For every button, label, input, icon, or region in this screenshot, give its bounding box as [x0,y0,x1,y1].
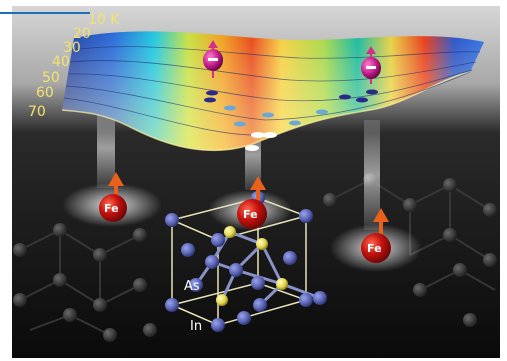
fe-label-center: Fe [243,208,258,221]
probe-beam-right [364,120,380,230]
electron-right [361,46,381,84]
temperature-label-70: 70 [28,104,46,120]
surface-markers [204,89,378,151]
fe-label-right: Fe [367,242,382,255]
temperature-label-20: 20 [73,26,91,42]
electron-left [203,40,223,78]
temperature-label-50: 50 [42,70,60,86]
temperature-label-60: 60 [36,85,54,101]
background-atoms [13,173,497,342]
background-lattice [19,179,496,336]
temperature-label-30: 30 [63,40,81,56]
indium-label: In [190,319,202,334]
temperature-label-40: 40 [52,54,70,70]
temperature-label-10k: 10 K [88,12,120,28]
fe-label-left: Fe [104,202,119,215]
arsenic-label: As [184,279,200,294]
fe-atom-left: Fe [99,172,127,222]
fe-atom-right: Fe [361,208,391,263]
indium-atoms [165,191,327,332]
arsenic-atoms [216,226,288,306]
probe-beam-left [97,108,115,188]
fe-atom-center: Fe [237,176,267,229]
